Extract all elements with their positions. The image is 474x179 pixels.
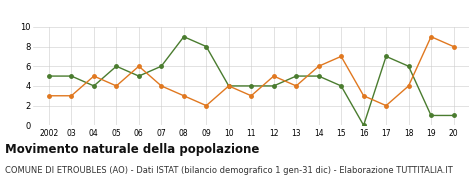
Nascite [158,65,164,67]
Nascite [248,85,254,87]
Decessi [136,65,142,67]
Nascite [451,114,456,117]
Line: Decessi: Decessi [47,35,455,107]
Nascite [361,124,366,126]
Nascite [46,75,52,77]
Nascite [428,114,434,117]
Decessi [158,85,164,87]
Text: Movimento naturale della popolazione: Movimento naturale della popolazione [5,143,259,156]
Decessi [91,75,97,77]
Decessi [248,95,254,97]
Nascite [91,85,97,87]
Line: Nascite: Nascite [47,35,455,127]
Nascite [113,65,119,67]
Decessi [226,85,232,87]
Decessi [293,85,299,87]
Decessi [316,65,321,67]
Decessi [338,55,344,57]
Nascite [181,36,187,38]
Nascite [383,55,389,57]
Decessi [361,95,366,97]
Nascite [203,45,209,48]
Decessi [428,36,434,38]
Decessi [271,75,276,77]
Decessi [69,95,74,97]
Decessi [46,95,52,97]
Decessi [451,45,456,48]
Nascite [136,75,142,77]
Nascite [226,85,232,87]
Nascite [316,75,321,77]
Decessi [203,105,209,107]
Decessi [113,85,119,87]
Nascite [406,65,411,67]
Decessi [181,95,187,97]
Decessi [406,85,411,87]
Nascite [69,75,74,77]
Decessi [383,105,389,107]
Text: COMUNE DI ETROUBLES (AO) - Dati ISTAT (bilancio demografico 1 gen-31 dic) - Elab: COMUNE DI ETROUBLES (AO) - Dati ISTAT (b… [5,166,453,175]
Nascite [271,85,276,87]
Nascite [338,85,344,87]
Nascite [293,75,299,77]
